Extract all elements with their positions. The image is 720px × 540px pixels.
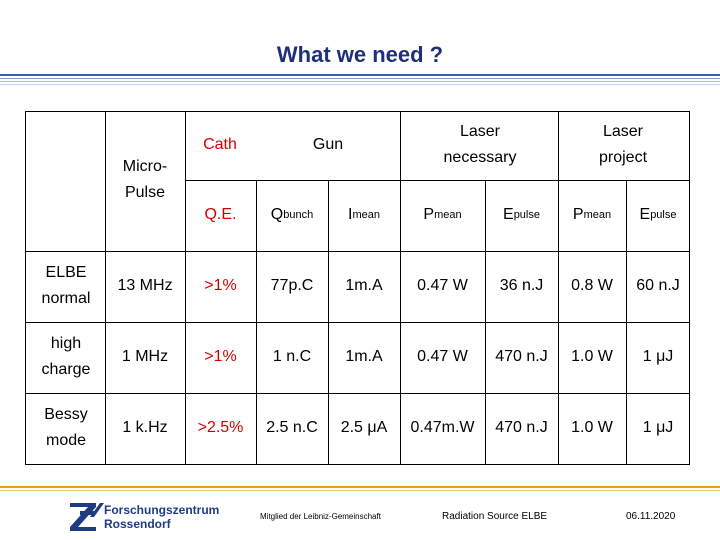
header-rule <box>0 70 720 90</box>
micro-pulse-header: Micro-Pulse <box>122 158 168 201</box>
cell-epulse-project: 1 μJ <box>642 348 674 365</box>
cell-epulse-necessary: 36 n.J <box>499 277 544 294</box>
cell-pmean-project: 0.8 W <box>571 277 613 294</box>
row-label-bessy-mode: Bessy mode <box>44 406 88 449</box>
footer-source: Radiation Source ELBE <box>442 511 548 522</box>
cell-imean: 2.5 μA <box>340 419 388 436</box>
epulse-necessary-subscript: pulse <box>513 209 540 221</box>
cell-micro: 1 MHz <box>121 348 169 365</box>
epulse-project-symbol: E <box>639 206 651 223</box>
cell-epulse-project: 60 n.J <box>636 277 680 294</box>
qbunch-subscript: bunch <box>283 209 314 221</box>
cell-imean: 1m.A <box>345 277 383 294</box>
cell-epulse-necessary: 470 n.J <box>495 419 548 436</box>
fzr-logo-icon <box>70 503 104 531</box>
cell-qe: >1% <box>204 277 237 294</box>
cell-qe: >1% <box>204 348 237 365</box>
laser-project-header: Laser project <box>598 123 648 166</box>
cell-pmean-necessary: 0.47 W <box>417 348 468 365</box>
footer-rule <box>0 486 720 494</box>
qe-header: Q.E. <box>204 206 237 223</box>
epulse-project-subscript: pulse <box>650 209 677 221</box>
cell-qbunch: 2.5 n.C <box>266 419 318 436</box>
cell-qbunch: 1 n.C <box>272 348 312 365</box>
cell-micro: 13 MHz <box>117 277 173 294</box>
cell-pmean-necessary: 0.47 W <box>417 277 468 294</box>
gun-header: Gun <box>312 136 344 153</box>
imean-symbol: I <box>348 206 353 223</box>
logo-line1: Forschungszentrum <box>104 503 220 517</box>
cell-epulse-project: 1 μJ <box>642 419 674 436</box>
pmean-project-symbol: P <box>572 206 584 223</box>
cell-imean: 1m.A <box>345 348 383 365</box>
cell-epulse-necessary: 470 n.J <box>495 348 548 365</box>
epulse-necessary-symbol: E <box>503 206 514 223</box>
cell-pmean-project: 1.0 W <box>571 348 613 365</box>
cell-qe: >2.5% <box>197 419 244 436</box>
cath-header: Cath <box>203 136 237 153</box>
pmean-necessary-subscript: mean <box>434 209 462 221</box>
pmean-project-subscript: mean <box>583 209 612 221</box>
logo-line2: Rossendorf <box>104 517 171 531</box>
imean-subscript: mean <box>352 209 380 221</box>
slide-title: What we need ? <box>276 42 444 67</box>
cell-pmean-necessary: 0.47m.W <box>410 419 475 436</box>
footer-date: 06.11.2020 <box>626 511 676 522</box>
cell-qbunch: 77p.C <box>270 277 314 294</box>
pmean-necessary-symbol: P <box>423 206 435 223</box>
logo-text: Forschungszentrum Rossendorf <box>104 503 219 531</box>
qbunch-symbol: Q <box>270 206 284 223</box>
row-label-elbe-normal: ELBE normal <box>41 264 91 307</box>
row-label-high-charge: high charge <box>41 335 91 378</box>
cell-pmean-project: 1.0 W <box>571 419 613 436</box>
laser-necessary-header: Laser necessary <box>443 123 517 166</box>
footer-member: Mitglied der Leibniz-Gemeinschaft <box>260 512 381 521</box>
cell-micro: 1 k.Hz <box>122 419 168 436</box>
